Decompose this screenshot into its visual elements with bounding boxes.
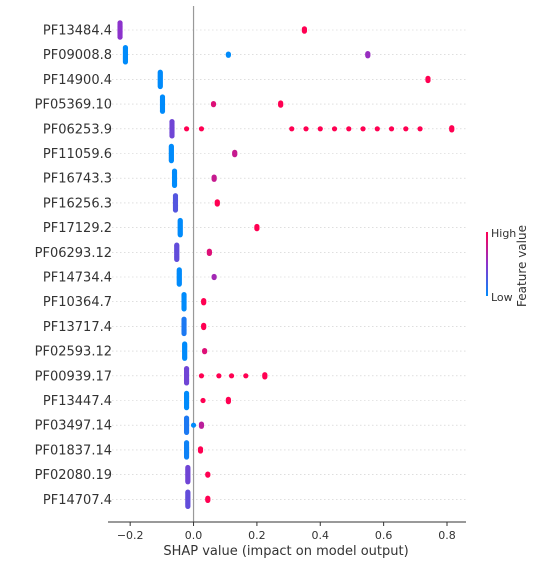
shap-point <box>262 374 268 380</box>
feature-label: PF14734.4 <box>43 271 112 286</box>
shap-point <box>303 126 309 132</box>
shap-point <box>181 330 187 337</box>
x-axis: −0.2 0.0 0.2 0.4 0.6 0.8 <box>108 521 466 542</box>
feature-label: PF11059.6 <box>43 147 112 162</box>
colorbar-low-label: Low <box>491 291 513 304</box>
shap-point <box>388 126 395 132</box>
colorbar: High Low Feature value <box>486 225 529 307</box>
shap-point <box>211 176 217 182</box>
feature-label: PF02080.19 <box>35 468 112 483</box>
shap-point <box>360 126 366 132</box>
shap-point <box>417 126 423 132</box>
shap-point <box>254 226 260 232</box>
shap-point <box>197 448 204 454</box>
feature-label: PF13447.4 <box>43 394 112 409</box>
shap-point <box>198 373 205 379</box>
shap-point <box>183 405 190 411</box>
feature-label: PF09008.8 <box>43 48 112 63</box>
shap-point <box>374 126 380 132</box>
shap-point <box>301 28 308 34</box>
feature-label: PF02593.12 <box>35 345 112 360</box>
feature-label: PF06253.9 <box>43 122 112 137</box>
data-points <box>117 20 455 510</box>
shap-point <box>205 472 211 478</box>
shap-point <box>190 422 197 428</box>
shap-point <box>182 355 188 361</box>
shap-point <box>185 479 191 485</box>
shap-point <box>117 34 123 40</box>
shap-point <box>449 127 455 133</box>
shap-point <box>403 126 409 132</box>
shap-point <box>243 373 249 379</box>
shap-point <box>157 83 163 90</box>
x-tick-label: 0.4 <box>312 529 330 542</box>
shap-point <box>346 126 352 132</box>
shap-point <box>183 454 190 460</box>
shap-point <box>177 232 183 238</box>
shap-point <box>228 373 235 379</box>
feature-label: PF16256.3 <box>43 196 112 211</box>
shap-point <box>202 349 208 355</box>
colorbar-high-label: High <box>491 227 516 240</box>
shap-point <box>365 53 371 59</box>
x-tick-label: 0.2 <box>248 529 266 542</box>
shap-point <box>225 52 231 58</box>
x-tick-label: 0.0 <box>185 529 203 542</box>
shap-point <box>174 256 180 263</box>
shap-point <box>169 133 175 139</box>
feature-label: PF16743.3 <box>43 172 112 187</box>
feature-rows: PF13484.4 PF09008.8 PF14900.4 PF05369.10 PF0… <box>35 24 466 508</box>
shap-point <box>200 397 206 404</box>
colorbar-gradient <box>486 232 488 296</box>
shap-point <box>225 399 231 405</box>
shap-point <box>168 158 174 164</box>
shap-point <box>181 306 187 312</box>
feature-label: PF03497.14 <box>35 419 112 434</box>
shap-point <box>232 152 238 158</box>
shap-point <box>317 126 323 132</box>
shap-point <box>278 102 284 108</box>
shap-point <box>185 503 191 510</box>
shap-point <box>214 201 220 207</box>
feature-label: PF14900.4 <box>43 73 112 88</box>
shap-point <box>425 77 431 84</box>
feature-label: PF17129.2 <box>43 221 112 236</box>
feature-label: PF10364.7 <box>43 295 112 310</box>
shap-point <box>176 281 182 287</box>
shap-point <box>172 207 179 213</box>
feature-label: PF14707.4 <box>43 493 112 508</box>
shap-point <box>183 380 190 386</box>
feature-label: PF01837.14 <box>35 443 112 458</box>
shap-point <box>331 126 338 132</box>
colorbar-title: Feature value <box>515 225 529 307</box>
shap-point <box>201 324 207 331</box>
shap-point <box>201 300 207 306</box>
shap-point <box>289 126 295 132</box>
shap-point <box>216 373 222 379</box>
feature-label: PF05369.10 <box>35 98 112 113</box>
shap-point <box>211 274 217 281</box>
shap-point <box>198 423 205 429</box>
shap-point <box>159 108 166 114</box>
feature-label: PF00939.17 <box>35 369 112 384</box>
shap-point <box>198 126 205 132</box>
x-tick-label: −0.2 <box>117 529 144 542</box>
shap-point <box>183 429 190 435</box>
feature-label: PF06293.12 <box>35 246 112 261</box>
x-tick-label: 0.6 <box>375 529 393 542</box>
x-tick-label: 0.8 <box>438 529 456 542</box>
shap-point <box>171 182 178 188</box>
feature-label: PF13484.4 <box>43 24 112 39</box>
shap-point <box>183 126 190 132</box>
shap-point <box>210 102 217 108</box>
shap-point <box>122 59 129 65</box>
shap-point <box>205 497 211 503</box>
shap-point <box>206 250 212 256</box>
feature-label: PF13717.4 <box>43 320 112 335</box>
x-axis-label: SHAP value (impact on model output) <box>163 544 408 559</box>
